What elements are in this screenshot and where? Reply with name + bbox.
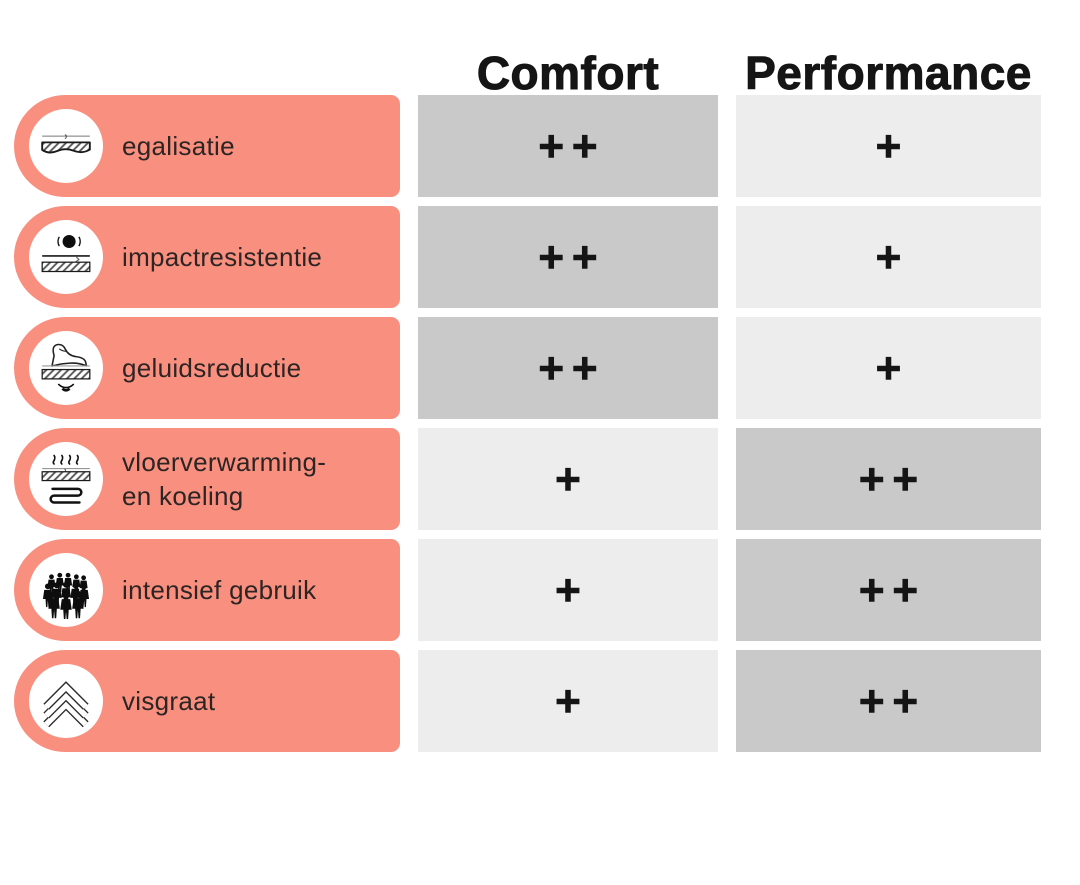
- impact-resistance-icon: [41, 234, 91, 273]
- feature-pill: impactresistentie: [14, 206, 400, 308]
- rating-cell-comfort: +: [418, 428, 718, 530]
- rating-cell-comfort: +: [418, 539, 718, 641]
- table-row: vloerverwarming- en koeling + ++: [14, 428, 1080, 530]
- column-header-comfort: Comfort: [476, 47, 660, 100]
- rating-cell-comfort: ++: [418, 95, 718, 197]
- table-row: egalisatie ++ +: [14, 95, 1080, 197]
- feature-icon-circle: [29, 331, 103, 405]
- feature-label: geluidsreductie: [122, 353, 302, 383]
- table-header-row: Comfort Performance: [0, 0, 1080, 100]
- table-row: geluidsreductie ++ +: [14, 317, 1080, 419]
- rating-cell-performance: +: [736, 95, 1041, 197]
- rating-cell-comfort: +: [418, 650, 718, 752]
- feature-pill: vloerverwarming- en koeling: [14, 428, 400, 530]
- column-header-performance: Performance: [745, 47, 1032, 100]
- rating-cell-comfort: ++: [418, 206, 718, 308]
- feature-icon-circle: [29, 442, 103, 516]
- rating-cell-performance: ++: [736, 428, 1041, 530]
- rating-cell-comfort: ++: [418, 317, 718, 419]
- table-row: impactresistentie ++ +: [14, 206, 1080, 308]
- rating-cell-performance: +: [736, 206, 1041, 308]
- feature-label: egalisatie: [122, 131, 235, 161]
- table-row: intensief gebruik + ++: [14, 539, 1080, 641]
- intensive-use-icon: [42, 572, 90, 619]
- feature-pill: visgraat: [14, 650, 400, 752]
- underfloor-heating-cooling-icon: [41, 454, 91, 504]
- rating-cell-performance: +: [736, 317, 1041, 419]
- feature-icon-circle: [29, 109, 103, 183]
- sound-reduction-icon: [41, 343, 91, 392]
- feature-pill: geluidsreductie: [14, 317, 400, 419]
- feature-label: vloerverwarming- en koeling: [122, 447, 327, 511]
- feature-pill: intensief gebruik: [14, 539, 400, 641]
- table-body: egalisatie ++ + impactresistenti: [0, 95, 1080, 752]
- feature-label: intensief gebruik: [122, 575, 317, 605]
- rating-cell-performance: ++: [736, 539, 1041, 641]
- rating-cell-performance: ++: [736, 650, 1041, 752]
- floor-levelling-icon: [41, 134, 91, 154]
- feature-icon-circle: [29, 553, 103, 627]
- feature-label: visgraat: [122, 686, 216, 716]
- feature-label: impactresistentie: [122, 242, 323, 272]
- table-row: visgraat + ++: [14, 650, 1080, 752]
- feature-icon-circle: [29, 220, 103, 294]
- herringbone-icon: [43, 681, 89, 728]
- feature-icon-circle: [29, 664, 103, 738]
- feature-pill: egalisatie: [14, 95, 400, 197]
